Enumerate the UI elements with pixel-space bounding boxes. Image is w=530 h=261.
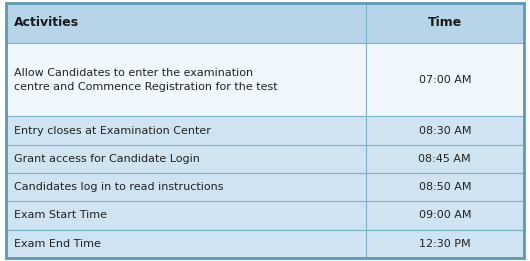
FancyBboxPatch shape <box>366 145 524 173</box>
Text: Entry closes at Examination Center: Entry closes at Examination Center <box>14 126 211 135</box>
FancyBboxPatch shape <box>366 173 524 201</box>
Text: Exam Start Time: Exam Start Time <box>14 210 107 220</box>
FancyBboxPatch shape <box>6 3 366 43</box>
Text: Time: Time <box>428 16 462 29</box>
Text: 12:30 PM: 12:30 PM <box>419 239 471 249</box>
FancyBboxPatch shape <box>366 230 524 258</box>
Text: Grant access for Candidate Login: Grant access for Candidate Login <box>14 154 200 164</box>
FancyBboxPatch shape <box>6 116 366 145</box>
FancyBboxPatch shape <box>366 43 524 116</box>
Text: Exam End Time: Exam End Time <box>14 239 101 249</box>
FancyBboxPatch shape <box>6 230 366 258</box>
Text: 08:45 AM: 08:45 AM <box>419 154 471 164</box>
Text: 08:30 AM: 08:30 AM <box>419 126 471 135</box>
Text: 09:00 AM: 09:00 AM <box>419 210 471 220</box>
Text: Activities: Activities <box>14 16 80 29</box>
FancyBboxPatch shape <box>366 201 524 230</box>
FancyBboxPatch shape <box>6 145 366 173</box>
FancyBboxPatch shape <box>6 201 366 230</box>
FancyBboxPatch shape <box>366 116 524 145</box>
Text: 08:50 AM: 08:50 AM <box>419 182 471 192</box>
Text: Candidates log in to read instructions: Candidates log in to read instructions <box>14 182 224 192</box>
FancyBboxPatch shape <box>6 173 366 201</box>
Text: 07:00 AM: 07:00 AM <box>419 75 471 85</box>
FancyBboxPatch shape <box>366 3 524 43</box>
Text: Allow Candidates to enter the examination
centre and Commence Registration for t: Allow Candidates to enter the examinatio… <box>14 68 278 92</box>
FancyBboxPatch shape <box>6 43 366 116</box>
